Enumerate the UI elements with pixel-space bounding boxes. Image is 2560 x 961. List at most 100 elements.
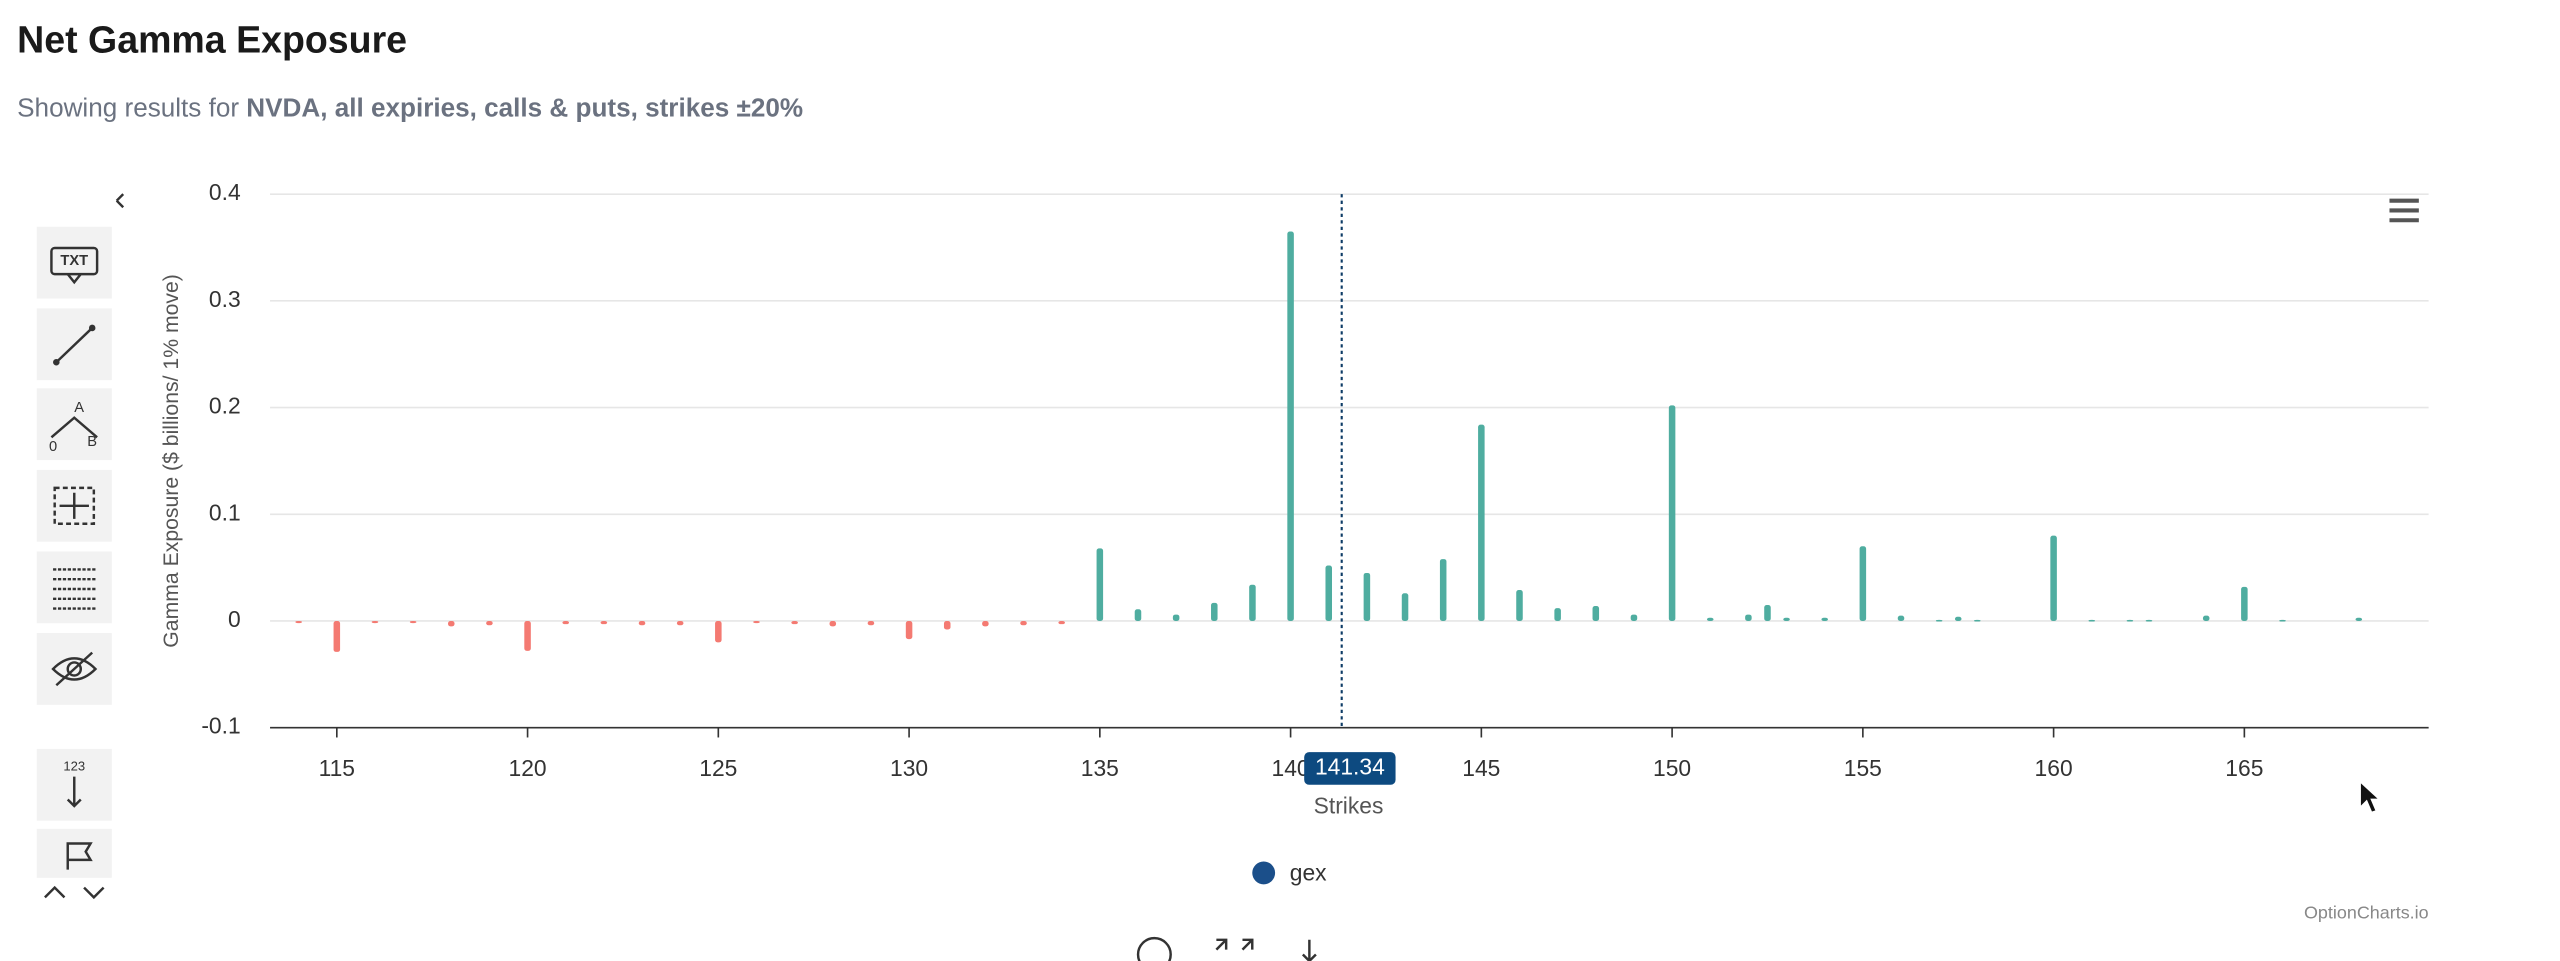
angle-label-0: 0 (49, 439, 57, 455)
bar (676, 620, 684, 626)
x-tick-label: 155 (1844, 755, 1882, 781)
x-tick-label: 140 (1272, 755, 1310, 781)
y-axis-label: Gamma Exposure ($ billions/ 1% move) (160, 274, 183, 648)
bar (1783, 617, 1790, 621)
bar (1287, 231, 1294, 621)
bar (867, 620, 875, 626)
bar (1020, 620, 1027, 626)
bar (1764, 604, 1771, 621)
bar (1954, 616, 1962, 621)
bar (943, 620, 951, 630)
bar (2355, 617, 2363, 621)
bar (2241, 586, 2248, 621)
info-button[interactable] (1136, 936, 1172, 961)
x-tick-label: 160 (2035, 755, 2073, 781)
bar (1211, 602, 1218, 621)
download-button[interactable] (1301, 939, 1317, 961)
bar (2279, 619, 2286, 622)
bar (1516, 590, 1523, 621)
x-tick-label: 120 (509, 755, 547, 781)
bar (2145, 619, 2153, 622)
legend-marker (1252, 861, 1276, 885)
bar (1592, 606, 1600, 621)
bar (486, 620, 493, 626)
mouse-cursor (2359, 779, 2382, 814)
y-tick-label: 0.4 (209, 179, 241, 205)
page-title: Net Gamma Exposure (17, 18, 407, 60)
bar (562, 620, 569, 625)
bar (1745, 614, 1752, 621)
subtitle: Showing results for NVDA, all expiries, … (17, 92, 803, 122)
y-tick-label: -0.1 (201, 713, 240, 739)
legend-label: gex (1290, 860, 1327, 886)
bar (1859, 546, 1867, 621)
bar (2202, 615, 2210, 621)
angle-tool[interactable] (36, 388, 112, 461)
flag-tool[interactable] (36, 828, 112, 878)
bar (600, 620, 608, 625)
bar (1249, 584, 1256, 621)
expand-button[interactable] (1215, 938, 1254, 951)
watermark: OptionCharts.io (2304, 902, 2429, 922)
bar (1897, 615, 1905, 621)
bar (409, 620, 417, 624)
x-tick-label: 165 (2225, 755, 2263, 781)
grid-tool[interactable] (36, 551, 112, 624)
angle-label-a: A (74, 400, 84, 416)
bar (2088, 619, 2096, 622)
bar (791, 620, 798, 625)
y-tick-label: 0.2 (209, 393, 241, 419)
x-tick-label: 150 (1653, 755, 1691, 781)
bar (524, 620, 531, 651)
bar (1630, 614, 1638, 621)
bar (1134, 609, 1142, 621)
collapse-toolbar[interactable] (115, 193, 125, 209)
toolbar: TXT A 0 B 123 (36, 193, 125, 900)
subtitle-prefix: Showing results for (17, 92, 239, 122)
x-axis-label: Strikes (1314, 793, 1384, 819)
bar (1401, 593, 1409, 621)
y-tick-label: 0.1 (209, 499, 241, 525)
bar (1325, 565, 1333, 621)
scroll-toolbar[interactable] (44, 885, 105, 900)
subtitle-emphasis: NVDA, all expiries, calls & puts, strike… (246, 92, 803, 122)
text-tool[interactable] (36, 226, 112, 299)
bar (829, 620, 837, 627)
bottom-actions (1136, 936, 1317, 961)
angle-label-b: B (87, 434, 97, 450)
chart-menu[interactable] (2389, 198, 2419, 223)
text-tool-label: TXT (60, 253, 88, 269)
bar (448, 620, 455, 627)
bar (982, 620, 989, 627)
bar (371, 620, 379, 624)
y-tick-label: 0 (228, 606, 241, 632)
bar (1478, 424, 1485, 621)
bar (2050, 535, 2057, 621)
x-tick-label: 135 (1081, 755, 1119, 781)
x-tick-label: 145 (1462, 755, 1500, 781)
bar (1439, 559, 1447, 621)
bar (2126, 619, 2134, 622)
x-tick-label: 125 (699, 755, 737, 781)
bar (295, 620, 302, 624)
x-tick-label: 115 (319, 755, 355, 781)
bar (1096, 548, 1104, 621)
bar (333, 620, 341, 652)
bar (1821, 617, 1828, 621)
bar (1172, 614, 1180, 621)
bar (905, 620, 913, 640)
y-tick-label: 0.3 (209, 286, 241, 312)
spot-label-box (1304, 752, 1396, 785)
bar (1554, 608, 1561, 621)
bar (1974, 619, 1981, 622)
count-tool-label: 123 (63, 758, 85, 773)
x-tick-label: 130 (890, 755, 928, 781)
bar (715, 620, 722, 643)
bar (1668, 405, 1676, 621)
spot-label: 141.34 (1315, 754, 1385, 780)
bar (638, 620, 646, 626)
bar (1706, 617, 1714, 621)
bar (753, 620, 760, 624)
